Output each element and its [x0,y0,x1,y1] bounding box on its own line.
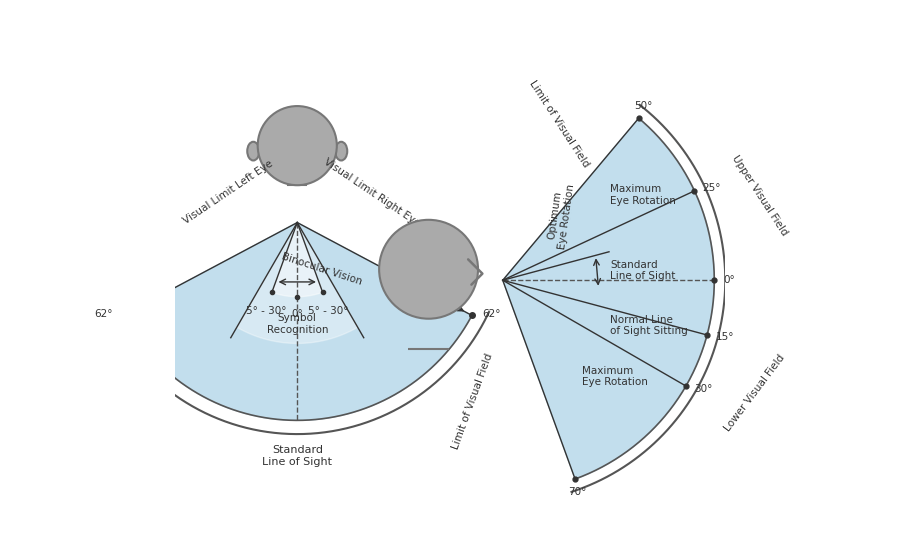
Text: 62°: 62° [94,309,112,319]
Text: Limit of Visual Field: Limit of Visual Field [527,78,591,169]
Circle shape [257,106,337,185]
Text: Optimum
Eye Rotation: Optimum Eye Rotation [545,182,576,250]
Text: Visual Limit Right Eye: Visual Limit Right Eye [321,157,421,228]
Polygon shape [503,118,715,479]
Text: Visual Limit Left Eye: Visual Limit Left Eye [182,159,275,226]
Text: 0°: 0° [723,275,734,285]
Ellipse shape [248,142,259,160]
Text: Lower Visual Field: Lower Visual Field [723,352,787,433]
Circle shape [379,220,478,319]
Ellipse shape [459,261,472,282]
Polygon shape [122,223,472,420]
Text: Limit of Visual Field: Limit of Visual Field [450,352,494,451]
Text: Symbol
Recognition: Symbol Recognition [266,314,328,335]
Text: 30°: 30° [694,384,712,394]
Polygon shape [272,223,322,297]
Text: Standard
Line of Sight: Standard Line of Sight [610,260,675,281]
Text: 25°: 25° [703,183,721,193]
Text: 62°: 62° [482,309,500,319]
Text: 0°: 0° [292,309,303,319]
Text: 50°: 50° [634,101,652,111]
Text: Maximum
Eye Rotation: Maximum Eye Rotation [582,366,648,387]
Ellipse shape [335,142,347,160]
Text: Standard
Line of Sight: Standard Line of Sight [262,445,332,467]
Text: Binocular Vision: Binocular Vision [281,251,364,287]
Text: 15°: 15° [716,332,734,342]
Text: 5° - 30°: 5° - 30° [308,306,348,316]
Text: Upper Visual Field: Upper Visual Field [730,153,789,237]
Text: 5° - 30°: 5° - 30° [246,306,286,316]
Polygon shape [237,223,357,344]
Text: 70°: 70° [568,487,587,497]
Text: Maximum
Eye Rotation: Maximum Eye Rotation [610,184,676,206]
Text: Normal Line
of Sight Sitting: Normal Line of Sight Sitting [610,315,688,336]
